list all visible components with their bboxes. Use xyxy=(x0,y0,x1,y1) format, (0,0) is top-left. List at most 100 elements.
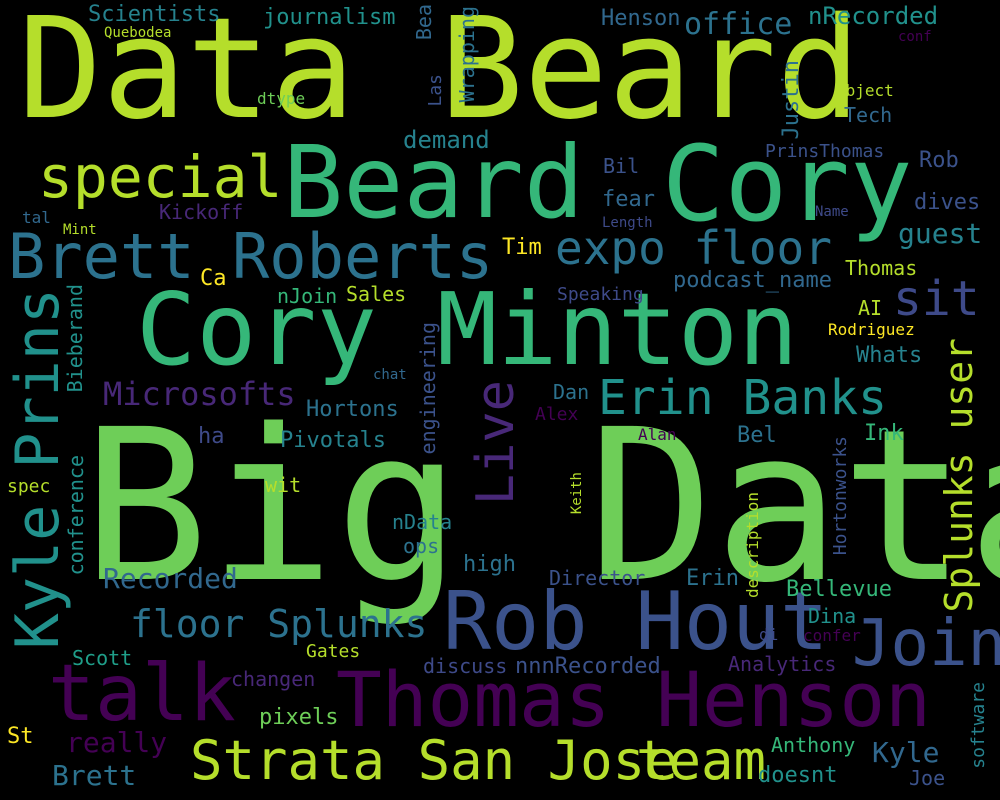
cloud-word: Thomas xyxy=(845,256,918,280)
cloud-word: nRecorded xyxy=(808,2,939,30)
cloud-word: engineering xyxy=(416,322,440,455)
cloud-word: doesnt xyxy=(758,763,838,788)
cloud-word: Ink xyxy=(864,421,904,446)
cloud-word: expo floor xyxy=(555,221,832,275)
cloud-word: Scott xyxy=(72,646,133,670)
cloud-word: special xyxy=(38,143,283,211)
cloud-word: Analytics xyxy=(728,652,837,676)
cloud-word: Keith xyxy=(569,472,585,515)
cloud-word: Microsofts xyxy=(103,375,296,413)
cloud-word: Cory xyxy=(662,123,913,245)
cloud-word: wit xyxy=(265,473,302,497)
cloud-word: Bieberand xyxy=(63,284,87,393)
cloud-word: nData xyxy=(392,510,453,534)
cloud-word: Hortonworks xyxy=(830,436,851,556)
cloud-word: Rob xyxy=(919,148,959,173)
cloud-word: Ca xyxy=(200,266,227,291)
cloud-word: Erin xyxy=(686,566,739,591)
cloud-word: Tech xyxy=(844,103,893,127)
cloud-word: Big Data xyxy=(82,384,1000,629)
cloud-word: Live xyxy=(466,380,526,506)
cloud-word: demand xyxy=(403,126,490,154)
cloud-word: conference xyxy=(64,455,88,576)
cloud-word: pixels xyxy=(259,705,339,730)
cloud-word: Cory Minton xyxy=(136,271,799,388)
cloud-word: software xyxy=(968,682,989,769)
cloud-word: Henson xyxy=(601,6,681,31)
cloud-word: Tim xyxy=(502,235,542,260)
cloud-word: fear xyxy=(602,187,655,212)
cloud-word: Mint xyxy=(63,222,97,238)
cloud-word: high xyxy=(463,552,516,577)
cloud-word: chat xyxy=(373,367,407,383)
cloud-word: object xyxy=(836,81,894,100)
cloud-word: changen xyxy=(231,667,316,691)
cloud-word: ha xyxy=(198,424,225,449)
cloud-word: Alan xyxy=(638,425,677,444)
cloud-word: journalism xyxy=(263,5,396,30)
cloud-word: Speaking xyxy=(557,284,644,305)
cloud-word: Beard xyxy=(283,124,585,241)
cloud-word: floor Splunks xyxy=(130,602,428,646)
cloud-word: Wrapping xyxy=(455,6,479,103)
cloud-word: Hortons xyxy=(306,397,399,422)
cloud-word: Whats xyxy=(856,343,923,368)
cloud-word: Brett Roberts xyxy=(8,220,494,293)
cloud-word: Scientists xyxy=(88,2,221,27)
cloud-word: Kyle Prins xyxy=(3,288,73,650)
cloud-word: description xyxy=(743,492,762,598)
cloud-word: sit xyxy=(893,271,980,327)
cloud-word: Recorded xyxy=(103,562,238,595)
cloud-word: Data Beard xyxy=(18,0,861,151)
cloud-word: Quebodea xyxy=(104,25,172,41)
cloud-word: Alex xyxy=(535,404,579,425)
cloud-word: Strata San Jose xyxy=(190,729,678,792)
cloud-word: Splunks user xyxy=(937,338,981,613)
cloud-word: nnnRecorded xyxy=(515,654,661,679)
cloud-word: nJoin xyxy=(277,284,338,308)
cloud-word: Pivotals xyxy=(280,428,386,453)
cloud-word: Name xyxy=(815,204,849,220)
cloud-word: office xyxy=(684,7,793,42)
cloud-word: Las xyxy=(425,74,446,107)
cloud-word: AI xyxy=(858,296,883,320)
cloud-word: really xyxy=(66,726,168,759)
cloud-word: dives xyxy=(914,190,981,215)
cloud-word: Joe xyxy=(909,766,946,790)
cloud-word: di xyxy=(759,625,779,644)
cloud-word: talk xyxy=(48,649,236,739)
cloud-word: conf xyxy=(898,29,932,45)
cloud-word: Dina xyxy=(808,604,857,628)
cloud-word: guest xyxy=(898,217,983,250)
cloud-word: Director xyxy=(549,566,646,590)
cloud-word: Erin Banks xyxy=(598,370,887,426)
cloud-word: ops xyxy=(403,534,440,558)
cloud-word: team xyxy=(636,729,767,792)
cloud-word: podcast_name xyxy=(673,268,832,293)
cloud-word: Bel xyxy=(737,423,777,448)
cloud-word: Join xyxy=(852,607,1000,681)
cloud-word: Kickoff xyxy=(159,200,244,224)
cloud-word: Justin xyxy=(779,60,804,140)
cloud-word: PrinsThomas xyxy=(765,141,885,162)
cloud-word: Rodriguez xyxy=(828,320,915,339)
cloud-word: Length xyxy=(602,215,653,231)
cloud-word: St xyxy=(7,724,34,749)
cloud-word: Sales xyxy=(346,282,407,306)
cloud-word: Bil xyxy=(603,154,640,178)
cloud-word: Dan xyxy=(553,380,590,404)
cloud-word: confer xyxy=(803,626,861,645)
cloud-word: dtype xyxy=(257,89,306,108)
cloud-word: Anthony xyxy=(771,733,856,757)
cloud-word: Rob Hout xyxy=(443,575,829,668)
cloud-word: discuss xyxy=(423,654,508,678)
cloud-word: tal xyxy=(22,208,51,227)
cloud-word: Kyle xyxy=(872,736,940,769)
cloud-word: Brett xyxy=(52,759,137,792)
cloud-word: spec xyxy=(7,476,51,497)
cloud-word: Bea xyxy=(412,4,436,41)
cloud-word: Gates xyxy=(306,641,361,662)
cloud-word: Bellevue xyxy=(786,577,892,602)
cloud-word: Thomas Henson xyxy=(336,655,931,744)
